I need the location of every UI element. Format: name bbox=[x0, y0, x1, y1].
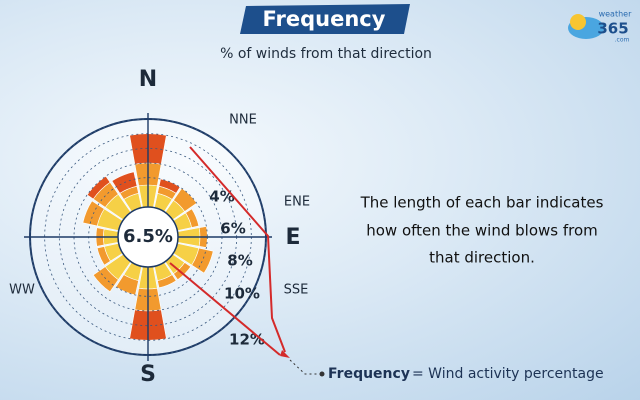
r-tick-label: 8% bbox=[227, 252, 252, 270]
r-tick-label: 12% bbox=[229, 331, 265, 349]
logo-main: 365 bbox=[597, 20, 628, 38]
description-line: how often the wind blows from bbox=[366, 222, 598, 240]
logo-top: weather bbox=[599, 10, 632, 19]
direction-label: NNE bbox=[229, 113, 257, 128]
subtitle: % of winds from that direction bbox=[220, 46, 432, 62]
wedge-segment bbox=[191, 247, 214, 274]
annotation-line bbox=[169, 262, 281, 356]
center-circle bbox=[117, 206, 179, 268]
leader-line bbox=[289, 359, 322, 375]
logo-sun bbox=[570, 14, 586, 30]
wedge-segment bbox=[92, 266, 119, 293]
description-line: The length of each bar indicates bbox=[360, 194, 604, 212]
center-label: 6.5% bbox=[123, 226, 173, 247]
direction-label: N bbox=[139, 67, 157, 92]
leader-dot bbox=[319, 371, 325, 377]
direction-label: SSE bbox=[284, 283, 309, 298]
logo-suffix: .com bbox=[615, 37, 630, 44]
wedge-segment bbox=[158, 178, 181, 194]
footer-definition: = Wind activity percentage bbox=[412, 366, 604, 382]
chart-title: Frequency bbox=[263, 7, 386, 31]
wedge-segment bbox=[157, 274, 177, 289]
direction-label: S bbox=[140, 362, 156, 387]
footer-term: Frequency bbox=[328, 366, 410, 382]
direction-label: E bbox=[285, 225, 300, 250]
annotation-arrow bbox=[280, 350, 290, 358]
direction-label: WW bbox=[9, 283, 35, 298]
description-line: that direction. bbox=[429, 249, 535, 267]
wedge-segment bbox=[96, 246, 111, 266]
wedge-segment bbox=[86, 175, 111, 200]
wedge-segment bbox=[173, 262, 192, 281]
direction-label: ENE bbox=[284, 195, 310, 210]
r-tick-label: 10% bbox=[224, 285, 260, 303]
annotation-line bbox=[189, 146, 286, 353]
r-tick-label: 6% bbox=[220, 220, 245, 238]
wedge-segment bbox=[111, 171, 138, 194]
r-tick-label: 4% bbox=[209, 188, 234, 206]
wedge-segment bbox=[185, 208, 200, 228]
title-banner bbox=[240, 4, 410, 34]
